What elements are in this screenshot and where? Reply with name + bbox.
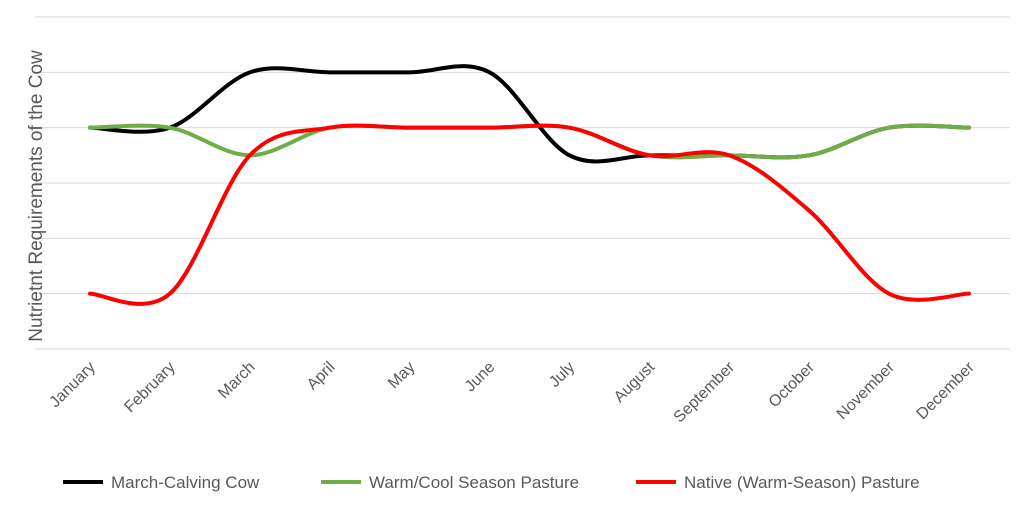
x-tick-label: November [834, 358, 899, 423]
x-tick-label: April [304, 359, 339, 394]
x-tick-label: October [766, 358, 819, 411]
x-tick-label: September [671, 358, 739, 426]
gridlines [35, 16, 1010, 350]
x-tick-label: July [546, 359, 578, 391]
legend-item: Native (Warm-Season) Pasture [636, 473, 920, 492]
y-axis-title: Nutrietnt Requirements of the Cow [26, 50, 47, 342]
x-tick-label: March [215, 359, 258, 402]
series-line-1 [88, 123, 971, 160]
x-tick-label: February [121, 359, 178, 416]
legend-label: Native (Warm-Season) Pasture [684, 473, 920, 492]
legend-item: Warm/Cool Season Pasture [321, 473, 579, 492]
legend-label: Warm/Cool Season Pasture [369, 473, 579, 492]
legend: March-Calving Cow Warm/Cool Season Pastur… [63, 473, 920, 492]
series-line-2 [88, 123, 971, 306]
x-tick-label: August [611, 358, 659, 406]
x-tick-label: May [385, 359, 418, 392]
x-tick-label: June [462, 359, 499, 396]
x-tick-label: January [47, 359, 99, 411]
x-tick-label: December [914, 358, 979, 423]
legend-label: March-Calving Cow [111, 473, 260, 492]
x-tick-labels: January February March April May June July Augu… [47, 358, 979, 426]
series-lines [88, 64, 971, 306]
legend-item: March-Calving Cow [63, 473, 260, 492]
